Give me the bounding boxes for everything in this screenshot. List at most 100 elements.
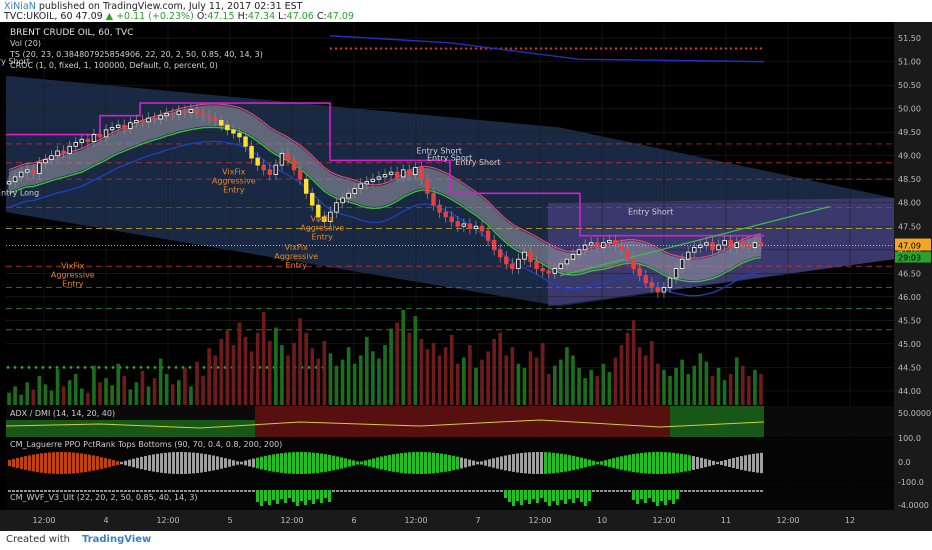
laguerre-bar	[572, 455, 575, 471]
wvf-bar	[216, 490, 219, 492]
support-dot	[55, 365, 59, 369]
price-tick-label: 48.50	[898, 175, 921, 184]
laguerre-bar	[444, 454, 447, 472]
laguerre-bar	[720, 461, 723, 465]
wvf-bar	[640, 490, 643, 499]
wvf-bar	[200, 490, 203, 492]
wvf-bar	[180, 490, 183, 492]
candle-body	[109, 127, 115, 131]
h-value: 47.34	[247, 11, 276, 22]
laguerre-bar	[544, 452, 547, 474]
laguerre-bar	[672, 452, 675, 474]
candle-body	[188, 109, 194, 113]
volume-bar	[249, 351, 254, 405]
wvf-bar	[704, 490, 707, 492]
wvf-bar	[592, 490, 595, 492]
candle-body	[346, 192, 351, 199]
wvf-bar	[468, 490, 471, 492]
laguerre-bar	[628, 454, 631, 472]
candle-body	[601, 242, 606, 248]
volume-bar	[407, 332, 412, 405]
wvf-bar	[40, 490, 43, 492]
wvf-bar	[484, 490, 487, 492]
wvf-bar	[692, 490, 695, 492]
volume-bar	[377, 358, 381, 405]
candle-body	[310, 192, 315, 206]
author-link[interactable]: XiNiaN	[4, 1, 36, 12]
volume-bar	[443, 347, 448, 405]
volume-bar	[486, 351, 490, 405]
time-tick-label: 12:00	[32, 516, 55, 525]
candle-body	[479, 225, 485, 232]
chart-annotation: Entry Short	[0, 57, 30, 66]
candle-body	[710, 242, 715, 251]
laguerre-bar	[408, 452, 411, 474]
laguerre-bar	[480, 461, 483, 465]
laguerre-bar	[64, 452, 67, 474]
chart-annotation: Aggressive	[274, 252, 318, 261]
wvf-bar	[300, 490, 303, 501]
laguerre-bar	[504, 455, 507, 471]
volume-bar	[589, 369, 593, 405]
candle-body	[291, 160, 297, 171]
volume-bar	[207, 348, 211, 405]
laguerre-bar	[484, 460, 487, 466]
laguerre-bar	[104, 458, 107, 468]
support-dot	[104, 365, 108, 369]
wvf-bar	[84, 490, 87, 492]
laguerre-bar	[220, 457, 223, 469]
published-text: published on TradingView.com, July 11, 2…	[38, 1, 303, 12]
volume-bar	[643, 355, 648, 405]
volume-bar	[128, 389, 133, 405]
candle-body	[200, 112, 206, 117]
adx-tick: 50.0000	[898, 409, 931, 418]
time-tick-label: 5	[227, 516, 232, 525]
wvf-bar	[432, 490, 435, 492]
candle-body	[303, 178, 309, 194]
candle-body	[528, 251, 533, 262]
volume-bar	[255, 332, 260, 405]
publish-header: XiNiaN published on TradingView.com, Jul…	[0, 0, 932, 22]
laguerre-bar	[676, 453, 679, 473]
chart-annotation: Entry Short	[427, 153, 472, 162]
price-tick-label: 50.50	[898, 81, 921, 90]
laguerre-bar	[196, 452, 199, 474]
volume-bar	[122, 376, 127, 405]
tradingview-logo[interactable]: TradingView	[82, 534, 152, 545]
volume-bar	[455, 363, 460, 405]
volume-bar	[340, 359, 345, 405]
candle-body	[661, 287, 667, 293]
laguerre-bar	[508, 454, 511, 472]
candle-body	[734, 242, 739, 248]
candle-body	[637, 268, 642, 277]
laguerre-bar	[512, 454, 515, 472]
wvf-bar	[584, 490, 587, 506]
volume-bar	[425, 349, 430, 405]
laguerre-bar	[752, 453, 755, 473]
wvf-bar	[608, 490, 611, 492]
price-tick-label: 49.00	[898, 152, 921, 161]
trailing-stop-line	[6, 102, 764, 237]
wvf-bar	[648, 490, 651, 498]
laguerre-bar	[656, 452, 659, 474]
volume-bar	[565, 347, 569, 405]
laguerre-bar	[184, 452, 187, 474]
volume-bar	[170, 384, 175, 405]
volume-bar	[371, 351, 375, 405]
laguerre-bar	[208, 454, 211, 472]
wvf-bar	[308, 490, 311, 500]
laguerre-bar	[432, 452, 435, 474]
wvf-bar	[80, 490, 83, 492]
time-tick-label: 6	[351, 516, 356, 525]
wvf-bar	[244, 490, 247, 492]
candle-body	[485, 230, 491, 241]
candle-body	[376, 176, 382, 180]
wvf-bar	[524, 490, 527, 500]
laguerre-bar	[248, 459, 251, 467]
wvf-bar	[588, 490, 591, 501]
wvf-bar	[740, 490, 743, 492]
laguerre-bar	[696, 456, 699, 470]
volume-bar	[571, 355, 575, 405]
upper-blue-line	[329, 35, 765, 63]
